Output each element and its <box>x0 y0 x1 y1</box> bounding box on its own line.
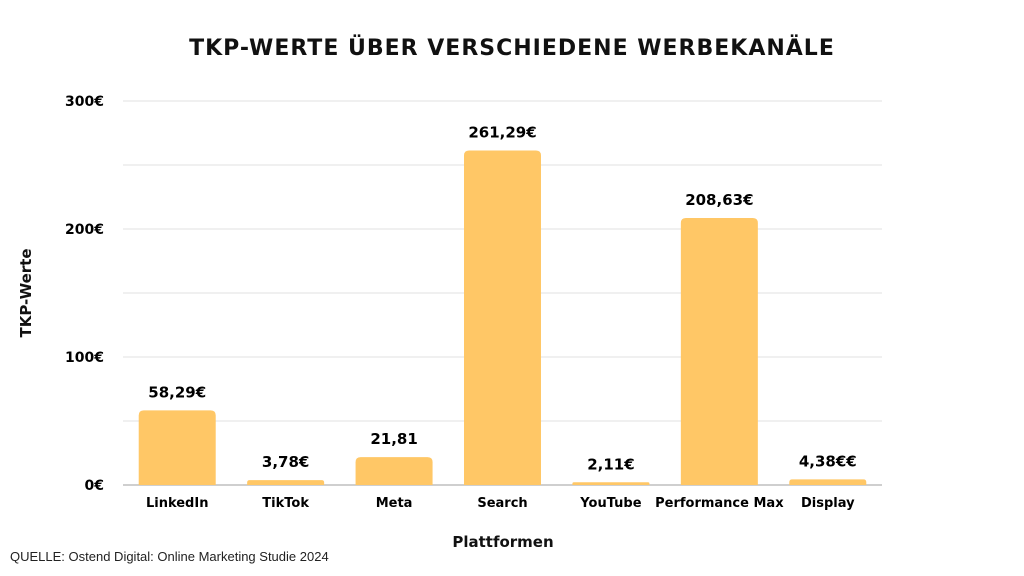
x-axis-label: Plattformen <box>452 533 554 551</box>
data-label: 4,38€€ <box>799 452 857 470</box>
bar <box>680 217 758 485</box>
bar <box>789 479 867 485</box>
bar <box>355 457 433 485</box>
bar <box>247 480 325 485</box>
data-label: 208,63€ <box>685 191 753 209</box>
x-tick-label: Search <box>477 496 527 511</box>
x-tick-label: LinkedIn <box>146 496 209 511</box>
x-tick-label: Display <box>801 496 855 511</box>
data-label: 21,81 <box>370 430 417 448</box>
source-note: QUELLE: Ostend Digital: Online Marketing… <box>10 549 329 564</box>
bar <box>138 410 216 485</box>
data-label: 3,78€ <box>262 453 309 471</box>
x-tick-label: TikTok <box>262 496 309 511</box>
y-tick-label: 100€ <box>65 350 104 366</box>
bar <box>572 482 650 485</box>
data-label: 58,29€ <box>148 383 206 401</box>
bar <box>464 150 541 485</box>
x-tick-label: YouTube <box>579 496 641 511</box>
data-label: 2,11€ <box>587 455 634 473</box>
y-tick-label: 200€ <box>65 222 104 238</box>
x-tick-label: Performance Max <box>655 496 784 511</box>
x-tick-label: Meta <box>376 496 413 511</box>
data-label: 261,29€ <box>468 124 536 142</box>
chart-title: TKP-WERTE ÜBER VERSCHIEDENE WERBEKANÄLE <box>189 36 835 61</box>
y-tick-label: 0€ <box>85 478 104 494</box>
y-tick-label: 300€ <box>65 94 104 110</box>
